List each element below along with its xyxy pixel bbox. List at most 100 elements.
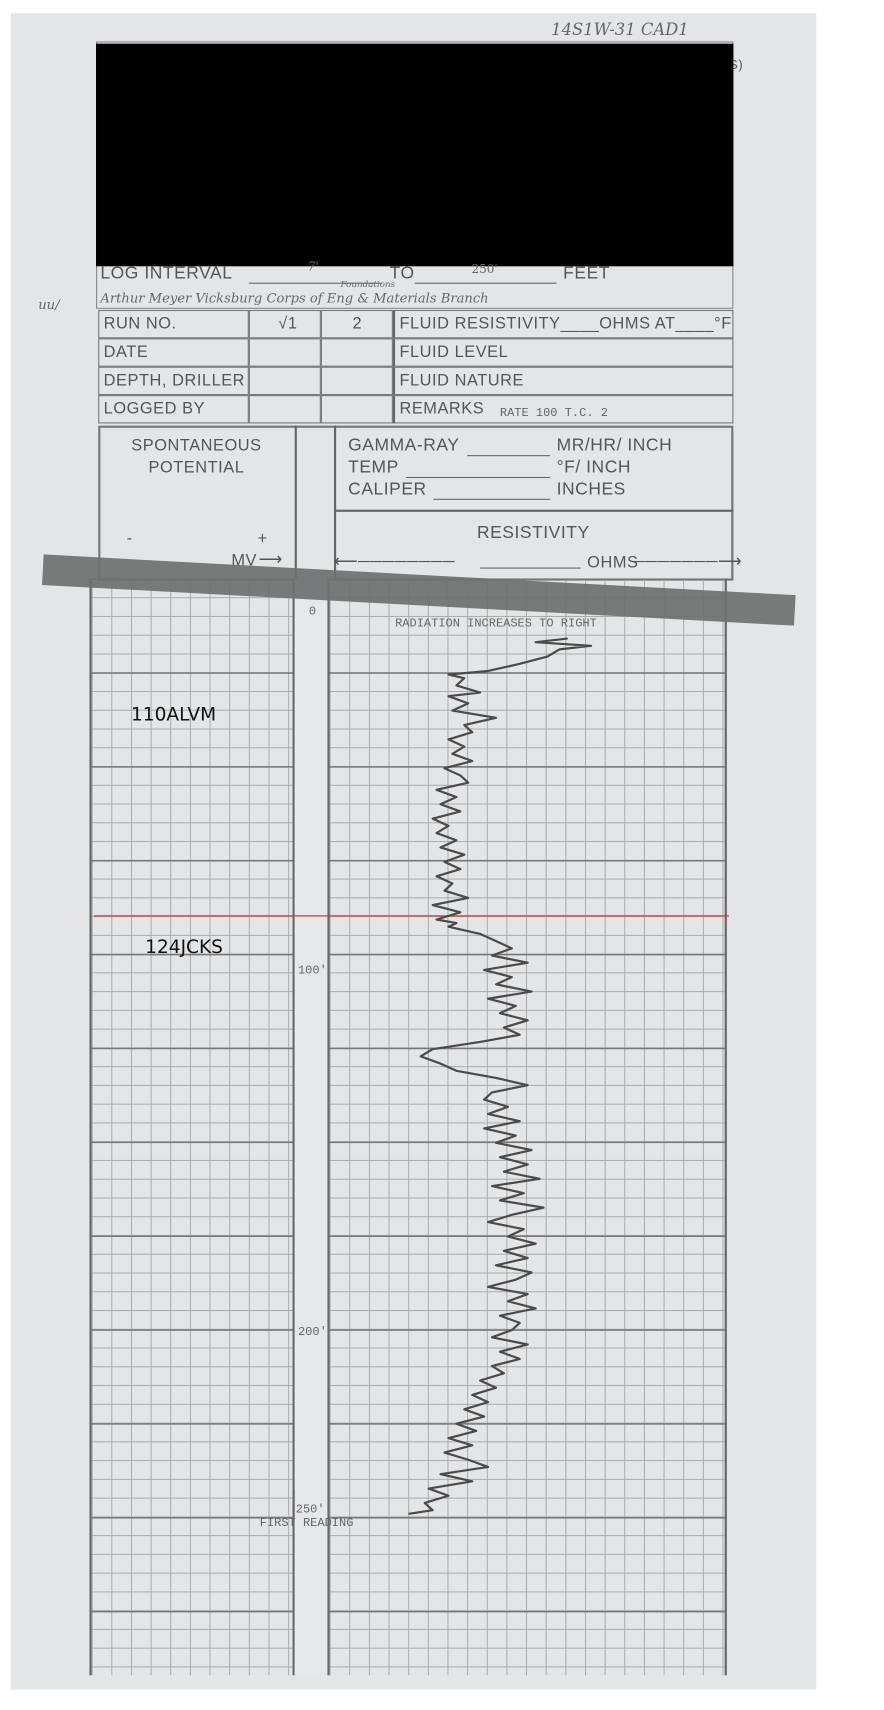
tick: [293, 1489, 295, 1518]
gamma-ray-point: [491, 1091, 493, 1094]
gamma-ray-point: [427, 1487, 430, 1490]
gamma-ray-point: [487, 1286, 489, 1288]
gamma-ray-point: [447, 673, 450, 676]
sp-plus: +: [257, 529, 268, 548]
gamma-ray-point: [495, 1387, 497, 1389]
depth-label-250: 250': [295, 1503, 325, 1518]
gamma-ray-point: [463, 677, 465, 679]
gamma-ray-point: [542, 1206, 545, 1209]
feet-label: FEET: [563, 264, 610, 283]
gamma-ray-point: [443, 1451, 446, 1454]
row-label: RUN NO.: [98, 309, 249, 339]
gamma-ray-point: [439, 1473, 442, 1475]
log-interval-label: LOG INTERVAL: [100, 264, 233, 283]
gamma-ray-point: [566, 637, 568, 640]
depth-track: [294, 578, 330, 1676]
gamma-ray-point: [546, 655, 549, 658]
ohms-label: OHMS: [587, 553, 639, 572]
gamma-ray-point: [487, 998, 489, 1000]
gamma-ray-point: [503, 1170, 505, 1173]
divider: [333, 509, 734, 512]
gamma-ray-point: [590, 645, 592, 647]
row-right-field-text: FLUID NATURE: [399, 371, 524, 390]
gamma-ray-point: [459, 911, 461, 913]
gamma-ray-point: [408, 1513, 410, 1515]
gamma-ray-point: [471, 1480, 473, 1483]
row-right-field-text: REMARKS: [399, 399, 485, 419]
gamma-ray-point: [451, 882, 454, 885]
gamma-ray-point: [463, 1408, 465, 1410]
gamma-ray-point: [439, 846, 442, 849]
caliper-label: CALIPER: [348, 480, 427, 499]
row-label-text: LOGGED BY: [103, 399, 206, 419]
gamma-ray-point: [447, 825, 450, 827]
gamma-ray-point: [499, 1199, 501, 1202]
row-right-field: FLUID RESISTIVITY____OHMS AT____°F: [392, 309, 734, 339]
depth-label-0: 0: [308, 605, 317, 619]
gamma-ray-point: [530, 990, 533, 993]
row-label-text: DEPTH, DRILLER: [103, 371, 246, 390]
row-label: DEPTH, DRILLER: [98, 366, 249, 396]
gamma-ray-point: [503, 1250, 505, 1252]
gamma-ray-point: [435, 918, 438, 921]
gamma-ray-point: [499, 1351, 501, 1353]
gamma-ray-point: [467, 897, 469, 899]
gamma-ray-point: [420, 1055, 422, 1058]
gamma-ray-point: [491, 954, 493, 957]
gamma-ray-point: [527, 1084, 529, 1086]
gamma-ray-point: [443, 890, 446, 892]
gamma-ray-point: [511, 976, 513, 978]
gamma-ray-point: [523, 1192, 525, 1194]
gamma-ray-point: [527, 1343, 529, 1346]
row-right-field: FLUID NATURE: [392, 366, 734, 396]
gamma-ray-point: [495, 717, 497, 719]
gamma-ray-point: [471, 731, 473, 733]
gamma-ray-point: [455, 922, 458, 924]
gamma-ray-point: [534, 1307, 537, 1310]
gamma-ray-point: [459, 810, 461, 813]
gamma-ray-point: [431, 1048, 434, 1050]
resistivity-label: RESISTIVITY: [476, 523, 590, 543]
row-right-field-text: FLUID LEVEL: [399, 342, 509, 362]
depth-label-200: 200': [297, 1326, 327, 1340]
arrow-right-icon: ───────⟶: [633, 552, 743, 571]
gamma-ray-point: [471, 760, 473, 762]
gamma-ray-point: [519, 1034, 521, 1036]
gamma-ray-point: [463, 854, 465, 856]
gamma-ray-point: [499, 1012, 501, 1014]
formation-label-jackson: 124JCKS: [145, 936, 223, 959]
gamma-ray-point: [479, 1379, 481, 1382]
arrow-left-icon: ⟵────────: [333, 552, 456, 571]
gamma-ray-point: [443, 861, 446, 863]
row-right-field: REMARKS: [392, 395, 734, 424]
gamma-ray-point: [511, 1329, 513, 1331]
depth-label-100: 100': [297, 964, 327, 978]
gamma-ray-point: [487, 670, 489, 672]
gamma-ray-point: [487, 1221, 489, 1223]
gamma-ray-point: [527, 1019, 529, 1022]
gamma-ray-point: [447, 1495, 450, 1497]
gamma-ray-point: [511, 947, 513, 949]
gamma-ray-point: [459, 774, 461, 777]
gamma-ray-point: [558, 648, 561, 651]
row-value-2-text: 2: [352, 314, 363, 333]
gamma-ray-point: [467, 781, 469, 784]
gamma-ray-point: [439, 1062, 442, 1065]
row-value-1-text: √1: [278, 314, 298, 333]
row-label: LOGGED BY: [98, 395, 249, 424]
gamma-ray-point: [424, 1502, 426, 1504]
gamma-track-grid: [327, 578, 727, 1676]
row-label-text: DATE: [103, 342, 149, 362]
gamma-ray-point: [455, 796, 458, 798]
gamma-ray-point: [495, 1077, 497, 1079]
gamma-ray-point: [487, 1466, 489, 1468]
blank: [433, 498, 551, 500]
handwritten-mark: uu/: [38, 296, 60, 313]
row-right-field: FLUID LEVEL: [392, 338, 734, 367]
gamma-ray-point: [455, 684, 458, 687]
gamma-ray-point: [499, 1156, 501, 1158]
gamma-ray-point: [527, 1293, 529, 1295]
gamma-ray-point: [507, 1300, 509, 1302]
row-value-2: [320, 338, 393, 367]
